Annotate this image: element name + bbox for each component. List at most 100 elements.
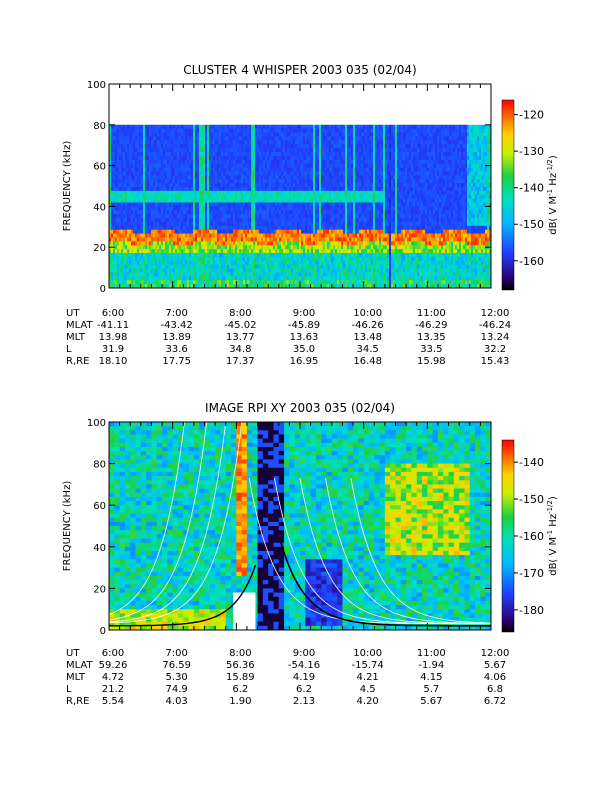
panel-1-heatmap [109,124,491,288]
table-cell: 4.19 [293,672,315,683]
colorbar-tick-label: -170 [519,567,544,580]
table-row-label: R,RE [66,696,89,707]
panel-1-colorbar [501,99,515,291]
table-cell: 5.67 [484,660,506,671]
y-tick-label: 40 [93,543,106,554]
y-tick-label: 0 [100,284,106,295]
table-cell: 17.75 [162,356,191,367]
y-tick-label: 20 [93,584,106,595]
table-cell: 15.98 [417,356,446,367]
table-cell: 9:00 [293,648,315,659]
table-row-label: MLT [66,672,86,683]
panel-2-title: IMAGE RPI XY 2003 035 (02/04) [205,401,395,415]
table-row-label: L [66,684,72,695]
table-cell: 56.36 [226,660,255,671]
table-cell: 7:00 [165,308,187,319]
table-cell: 6.2 [296,684,312,695]
y-tick-label: 60 [93,501,106,512]
y-tick-label: 80 [93,460,106,471]
y-tick-label: 20 [93,243,106,254]
table-cell: 12:00 [481,308,510,319]
y-tick-label: 40 [93,202,106,213]
table-row-label: UT [66,648,80,659]
y-tick-label: 100 [87,80,106,91]
panel-1: CLUSTER 4 WHISPER 2003 035 (02/04) 0 20 40… [62,63,559,367]
plasma-frequency-curve [325,478,491,624]
panel-1-y-axis: 0 20 40 60 80 100 [87,80,491,295]
plasma-frequency-curve [109,422,227,623]
table-cell: 13.24 [481,332,510,343]
table-cell: -45.02 [224,320,256,331]
table-cell: 13.77 [226,332,255,343]
table-cell: 5.54 [102,696,124,707]
panel-2-ephemeris-table: UT 6:00 7:00 8:00 9:00 10:00 11:00 12:00 MLAT 59.… [66,648,509,707]
table-cell: 13.48 [353,332,382,343]
table-cell: 6:00 [102,308,124,319]
table-cell: 5.7 [423,684,439,695]
table-cell: 4.15 [420,672,442,683]
table-cell: -43.42 [161,320,193,331]
table-cell: 6.2 [232,684,248,695]
colorbar-tick-label: -120 [519,109,544,122]
table-cell: 13.63 [290,332,319,343]
table-cell: 13.89 [162,332,191,343]
table-cell: 15.43 [481,356,510,367]
table-cell: 33.6 [166,344,188,355]
table-cell: 10:00 [353,308,382,319]
table-cell: 13.98 [99,332,128,343]
table-cell: 35.0 [293,344,315,355]
colorbar-tick-label: -130 [519,145,544,158]
table-cell: 6:00 [102,648,124,659]
colorbar-tick-label: -140 [519,456,544,469]
plasma-frequency-curve [109,422,243,624]
colorbar-tick-label: -140 [519,182,544,195]
table-cell: 10:00 [353,648,382,659]
table-cell: 11:00 [417,308,446,319]
colorbar-tick-label: -150 [519,493,544,506]
panel-2-y-label: FREQUENCY (kHz) [62,481,73,572]
colorbar-tick-label: -160 [519,255,544,268]
table-cell: 4.21 [357,672,379,683]
panel-2: IMAGE RPI XY 2003 035 (02/04) 0 20 40 60 80 1… [62,401,559,707]
panel-1-x-axis [108,84,492,288]
panel-2-colorbar [501,439,515,633]
y-tick-label: 80 [93,121,106,132]
panel-1-colorbar-label: dB( V M-1 Hz-1/2) [546,155,559,235]
panel-1-y-label: FREQUENCY (kHz) [62,141,73,232]
table-cell: 12:00 [481,648,510,659]
table-cell: 4.72 [102,672,124,683]
table-cell: 15.89 [226,672,255,683]
y-tick-label: 0 [100,626,106,637]
panel-2-y-axis: 0 20 40 60 80 100 [87,418,491,637]
table-row-label: MLAT [66,320,93,331]
table-cell: 11:00 [417,648,446,659]
panel-1-ephemeris-table: UT 6:00 7:00 8:00 9:00 10:00 11:00 12:00 MLAT -41… [66,308,511,367]
table-cell: 4.20 [357,696,379,707]
panel-2-colorbar-label: dB( V M-1 Hz-1/2) [546,496,559,576]
plasma-frequency-curve [109,565,257,627]
table-cell: 21.2 [102,684,124,695]
table-cell: 8:00 [229,648,251,659]
table-cell: -46.26 [352,320,384,331]
plasma-frequency-curve [109,422,185,615]
table-row-label: R,RE [66,356,89,367]
colorbar-tick-label: -160 [519,530,544,543]
table-cell: 18.10 [99,356,128,367]
table-cell: -46.29 [415,320,447,331]
table-cell: -45.89 [288,320,320,331]
panel-2-heatmap [109,422,491,630]
table-cell: 2.13 [293,696,315,707]
table-cell: 17.37 [226,356,255,367]
no-data-region [233,592,256,630]
table-row-label: L [66,344,72,355]
table-cell: 4.03 [166,696,188,707]
table-row-label: MLT [66,332,86,343]
panel-1-colorbar-ticks: -120 -130 -140 -150 -160 [514,109,544,268]
table-cell: 31.9 [102,344,124,355]
table-cell: 4.5 [360,684,376,695]
plasma-frequency-curve [109,422,208,621]
table-cell: -46.24 [479,320,511,331]
colorbar-tick-label: -180 [519,604,544,617]
panel-1-title: CLUSTER 4 WHISPER 2003 035 (02/04) [183,63,416,77]
